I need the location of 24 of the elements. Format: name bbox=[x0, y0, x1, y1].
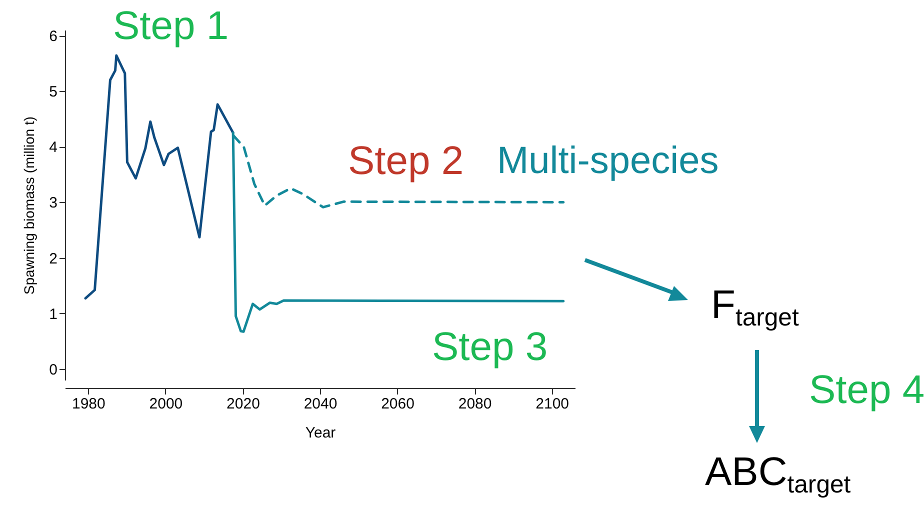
y-tick-label: 5 bbox=[49, 84, 58, 101]
annotation: Step 3 bbox=[432, 325, 548, 369]
y-tick-label: 3 bbox=[49, 194, 58, 212]
text: Step 4 bbox=[809, 368, 924, 412]
text: F$_{target}$ bbox=[711, 283, 799, 332]
series-label: Multi-species bbox=[497, 140, 719, 182]
y-tick-label: 6 bbox=[49, 28, 58, 46]
x-tick-label: 1980 bbox=[72, 396, 106, 412]
x-tick-label: 2060 bbox=[381, 396, 414, 412]
x-tick-label: 2000 bbox=[149, 396, 183, 412]
y-tick-label: 1 bbox=[49, 306, 58, 323]
text: ABC$_{target}$ bbox=[705, 450, 851, 498]
y-axis-title: Spawning biomass (million t) bbox=[21, 116, 38, 295]
x-tick-label: 2040 bbox=[304, 396, 338, 412]
y-tick-label: 0 bbox=[49, 361, 58, 378]
y-tick-label: 2 bbox=[49, 250, 58, 268]
line-series bbox=[84, 54, 234, 300]
x-tick-label: 2100 bbox=[536, 396, 570, 412]
x-tick-label: 2020 bbox=[226, 396, 260, 412]
x-tick-label: 2080 bbox=[458, 396, 492, 412]
annotation: Step 2 bbox=[348, 139, 464, 183]
annotation: Step 1 bbox=[113, 4, 229, 48]
x-axis-title: Year bbox=[305, 424, 336, 442]
y-tick-label: 4 bbox=[49, 139, 58, 156]
